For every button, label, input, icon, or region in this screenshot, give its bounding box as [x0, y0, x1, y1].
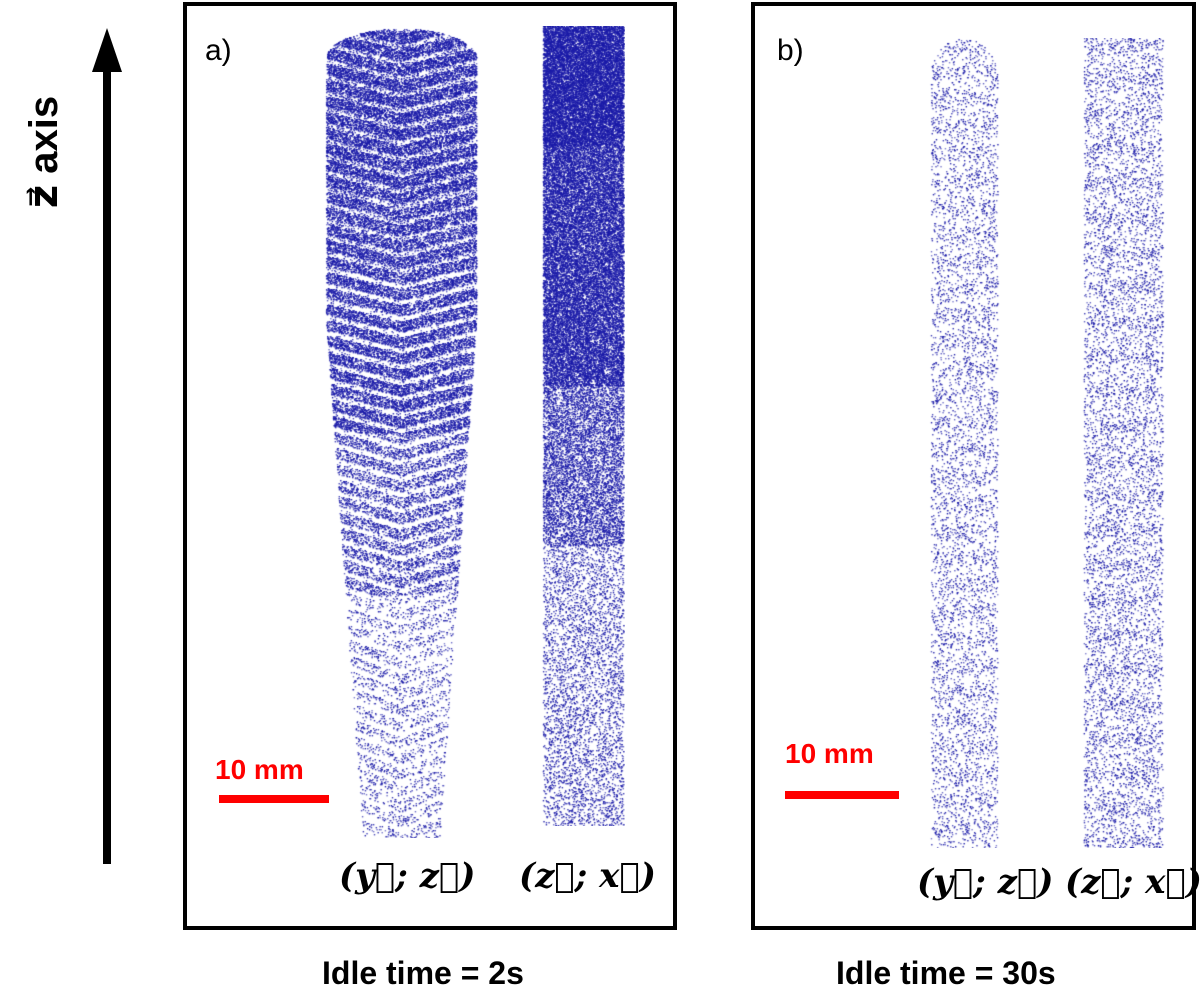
scale-bar-label-b: 10 mm — [785, 738, 874, 769]
view-label-yz-a: (y⃗; z⃗) — [339, 856, 476, 896]
point-cloud-yz-30s — [927, 38, 1001, 848]
view-label-yz-b: (y⃗; z⃗) — [917, 862, 1054, 902]
view-label-zx-b: (z⃗; x⃗) — [1065, 862, 1200, 902]
scale-bar-a — [219, 795, 329, 803]
scale-bar-label-a: 10 mm — [215, 754, 304, 785]
z-axis-arrow — [92, 28, 122, 864]
panel-a: a) 10 mm (y⃗; z⃗) (z⃗; x⃗) — [183, 2, 677, 930]
view-label-zx-a: (z⃗; x⃗) — [519, 856, 656, 896]
panel-a-label: a) — [205, 34, 232, 67]
panel-b: b) 10 mm (y⃗; z⃗) (z⃗; x⃗) — [751, 2, 1200, 930]
scale-bar-b — [785, 791, 899, 799]
point-cloud-zx-2s — [541, 26, 625, 826]
point-cloud-yz-2s — [321, 28, 481, 838]
z-axis-label: z⃗ axis — [22, 95, 66, 209]
caption-idle-30s: Idle time = 30s — [836, 955, 1056, 991]
point-cloud-zx-30s — [1081, 38, 1165, 848]
panel-b-label: b) — [777, 34, 804, 67]
caption-idle-2s: Idle time = 2s — [322, 955, 524, 991]
